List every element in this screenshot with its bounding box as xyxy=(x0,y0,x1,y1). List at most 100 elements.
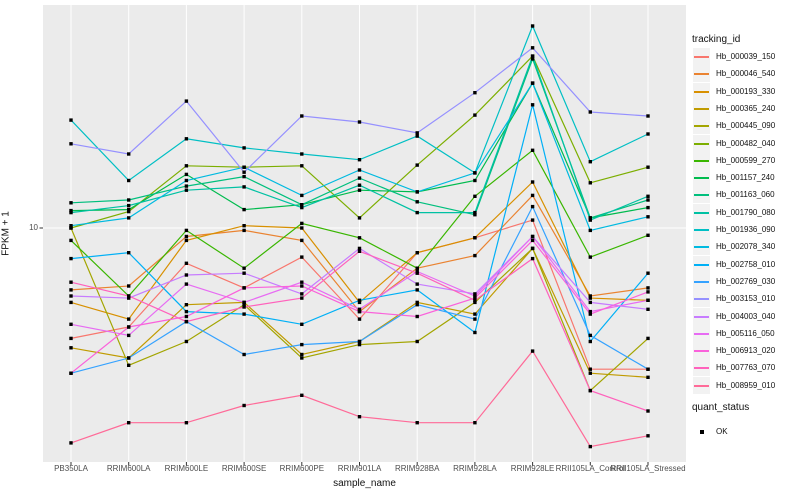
data-point-marker xyxy=(357,339,362,344)
data-point-marker xyxy=(69,322,73,326)
data-point-marker xyxy=(127,296,131,300)
data-point-marker xyxy=(300,205,304,210)
data-point-marker xyxy=(184,228,189,233)
data-point-marker xyxy=(357,342,362,347)
legend-key-line-icon xyxy=(693,48,710,65)
legend-item: Hb_001163_060 xyxy=(692,186,800,204)
legend-key-line-icon xyxy=(693,376,710,394)
data-point-marker xyxy=(127,421,131,425)
legend-key-line-icon xyxy=(693,186,710,204)
data-point-marker xyxy=(646,271,650,275)
data-point-marker xyxy=(588,333,592,338)
data-point-marker xyxy=(646,286,650,290)
legend-item: Hb_002769_030 xyxy=(692,272,800,290)
legend-key-line-icon xyxy=(693,169,710,187)
legend-key-line-icon xyxy=(693,221,710,238)
data-point-marker xyxy=(530,57,535,61)
data-point-marker xyxy=(127,251,131,255)
data-point-marker xyxy=(530,180,535,184)
legend-item-label: Hb_000046_540 xyxy=(716,69,776,79)
legend-item-label: Hb_000193_330 xyxy=(716,86,776,96)
legend-key-line-icon xyxy=(693,151,710,169)
legend-key-line-icon xyxy=(693,290,710,308)
data-point-marker xyxy=(415,421,419,425)
legend-item-label: Hb_006913_020 xyxy=(716,346,776,356)
data-point-marker xyxy=(646,298,650,302)
data-point-marker xyxy=(127,317,131,321)
legend-item: Hb_001790_080 xyxy=(692,203,800,221)
data-point-marker xyxy=(69,238,73,243)
data-point-marker xyxy=(415,266,419,270)
data-point-marker xyxy=(646,434,650,438)
legend-item-label: Hb_002078_340 xyxy=(716,242,776,252)
x-tick-label-RRIM928LE: RRIM928LE xyxy=(510,464,555,473)
legend-key-line-icon xyxy=(693,324,710,342)
black-square-marker-icon xyxy=(693,423,710,440)
data-point-marker xyxy=(300,292,304,296)
legend-item-label: Hb_001163_060 xyxy=(716,190,775,200)
data-point-marker xyxy=(242,224,246,228)
data-point-marker xyxy=(300,164,304,168)
data-point-marker xyxy=(184,421,189,425)
data-point-marker xyxy=(127,209,131,214)
data-point-marker xyxy=(588,255,592,259)
data-point-marker xyxy=(588,296,592,300)
data-point-marker xyxy=(69,224,73,228)
data-point-marker xyxy=(415,134,419,138)
data-point-marker xyxy=(69,294,73,298)
legend-item-quant-ok: OK xyxy=(692,423,800,440)
x-tick-label-RRIM928LA: RRIM928LA xyxy=(453,464,497,473)
data-point-marker xyxy=(357,236,362,240)
data-point-marker xyxy=(242,305,246,309)
data-point-marker xyxy=(357,188,362,192)
data-point-marker xyxy=(127,333,131,338)
legend-key-line-icon xyxy=(693,307,710,325)
x-tick-label-RRII105LA_Stressed: RRII105LA_Stressed xyxy=(610,464,686,473)
data-point-marker xyxy=(530,54,535,58)
data-point-marker xyxy=(242,146,246,150)
x-tick-label-RRIM600LA: RRIM600LA xyxy=(106,464,151,473)
data-point-marker xyxy=(473,91,477,95)
data-point-marker xyxy=(300,238,304,243)
data-point-marker xyxy=(184,339,189,344)
data-point-marker xyxy=(473,294,477,298)
legend-item-label: Hb_000365_240 xyxy=(716,103,776,113)
data-point-marker xyxy=(646,375,650,379)
data-point-marker xyxy=(357,309,362,314)
legend-key-line-icon xyxy=(693,82,710,100)
data-point-marker xyxy=(530,246,535,251)
data-point-marker xyxy=(646,205,650,210)
data-point-marker xyxy=(646,307,650,311)
data-point-marker xyxy=(127,216,131,220)
data-point-marker xyxy=(184,178,189,183)
data-point-marker xyxy=(184,303,189,307)
legend-item: Hb_002078_340 xyxy=(692,238,800,256)
data-point-marker xyxy=(530,46,535,50)
legend-key-line-icon xyxy=(693,359,710,377)
data-point-marker xyxy=(415,303,419,307)
data-point-marker xyxy=(646,132,650,136)
legend-item: Hb_000445_090 xyxy=(692,117,800,135)
data-point-marker xyxy=(588,294,592,298)
data-point-marker xyxy=(300,356,304,360)
data-point-marker xyxy=(530,148,535,152)
data-point-marker xyxy=(69,441,73,445)
data-point-marker xyxy=(588,228,592,233)
data-point-marker xyxy=(415,288,419,292)
legend-item: Hb_000365_240 xyxy=(692,99,800,117)
legend-key-line-icon xyxy=(693,65,710,83)
plot-panel xyxy=(43,5,686,462)
legend-item-label: Hb_001157_240 xyxy=(716,173,775,183)
data-point-marker xyxy=(588,218,592,222)
legend-key-line-icon xyxy=(693,272,710,290)
legend-item-label: Hb_004003_040 xyxy=(716,311,776,321)
data-point-marker xyxy=(300,203,304,207)
data-point-marker xyxy=(357,158,362,162)
data-point-marker xyxy=(184,164,189,168)
data-point-marker xyxy=(646,194,650,198)
data-point-marker xyxy=(69,210,73,215)
legend-item-label: Hb_000039_150 xyxy=(716,52,776,61)
data-point-marker xyxy=(242,207,246,212)
legend-item: Hb_003153_010 xyxy=(692,290,800,308)
legend-item-label: Hb_001790_080 xyxy=(716,207,776,217)
